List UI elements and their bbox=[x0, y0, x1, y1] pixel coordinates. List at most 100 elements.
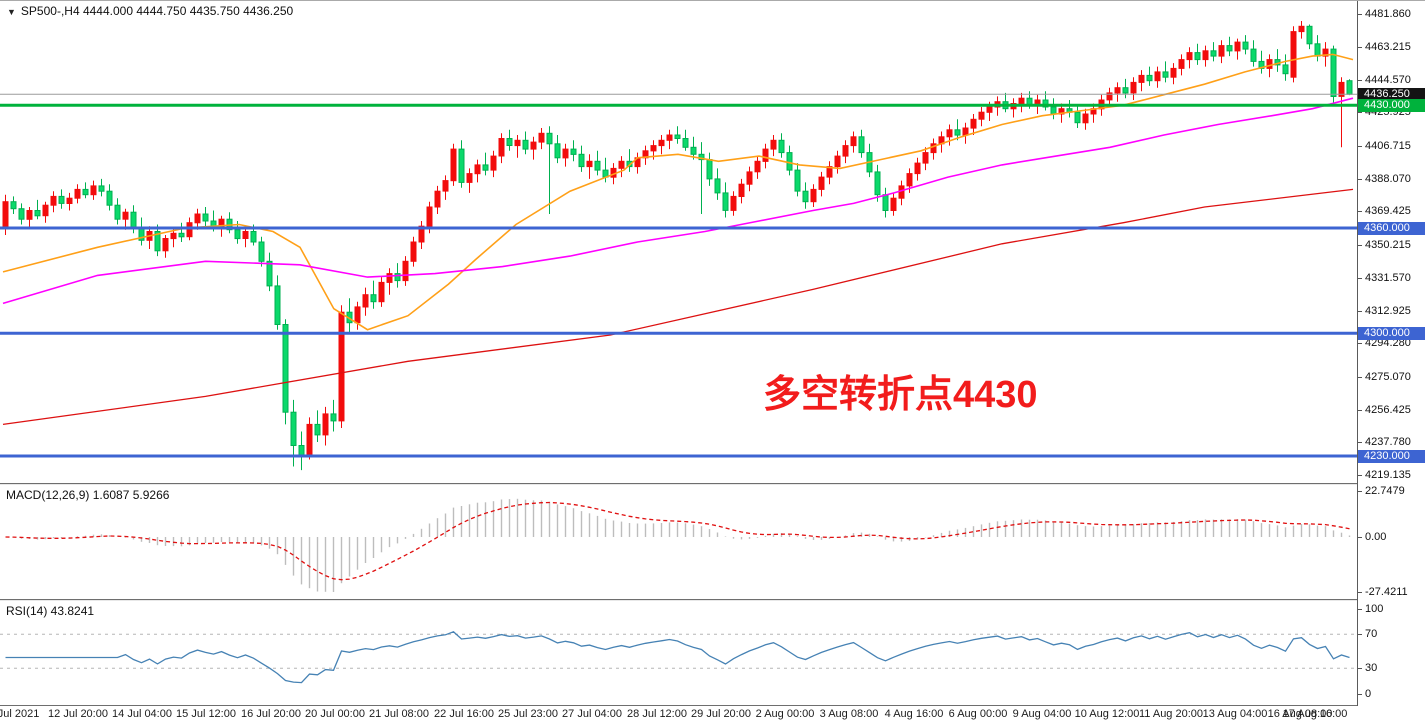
price-axis[interactable]: 4481.860 4463.215 4444.570 4425.925 4406.715… bbox=[1357, 1, 1425, 706]
candle-body bbox=[1330, 48, 1337, 97]
candle-body bbox=[34, 210, 41, 217]
candle-body bbox=[1162, 71, 1169, 78]
candle-body bbox=[1202, 50, 1209, 61]
candle-body bbox=[66, 197, 73, 204]
candle-body bbox=[922, 152, 929, 164]
rsi-tick-label: 70 bbox=[1365, 628, 1378, 640]
main-chart-pane[interactable]: ▼ SP500-,H4 4444.000 4444.750 4435.750 44… bbox=[0, 1, 1357, 483]
candle-body bbox=[42, 204, 49, 217]
price-badge: 4436.250 bbox=[1358, 88, 1425, 101]
price-axis-tick bbox=[1358, 211, 1362, 212]
price-tick-label: 4219.135 bbox=[1365, 469, 1411, 481]
candle-body bbox=[122, 211, 129, 220]
candle-body bbox=[1282, 64, 1289, 75]
candle-body bbox=[858, 136, 865, 154]
candle-body bbox=[538, 132, 545, 143]
candle-body bbox=[1178, 59, 1185, 69]
macd-tick-label: -27.4211 bbox=[1365, 586, 1408, 598]
ma-slow-red bbox=[2, 188, 1354, 426]
price-tick-label: 4294.280 bbox=[1365, 337, 1411, 349]
macd-axis-tick bbox=[1358, 537, 1362, 538]
price-axis-tick bbox=[1358, 179, 1362, 180]
time-axis-label: 12 Jul 20:00 bbox=[48, 708, 108, 720]
candle-body bbox=[1218, 45, 1225, 57]
price-tick-label: 4312.925 bbox=[1365, 305, 1411, 317]
candle-body bbox=[706, 159, 713, 180]
candle-body bbox=[1170, 67, 1177, 78]
candle-body bbox=[170, 232, 177, 240]
candle-body bbox=[58, 195, 65, 204]
price-axis-tick bbox=[1358, 278, 1362, 279]
macd-canvas[interactable] bbox=[0, 485, 1357, 599]
macd-tick-label: 0.00 bbox=[1365, 531, 1387, 543]
candle-body bbox=[1146, 74, 1153, 82]
candle-body bbox=[530, 141, 537, 150]
time-axis-label: 14 Jul 04:00 bbox=[112, 708, 172, 720]
candle-body bbox=[1074, 111, 1081, 124]
candle-body bbox=[906, 173, 913, 187]
candle-body bbox=[490, 155, 497, 171]
price-badge: 4360.000 bbox=[1358, 222, 1425, 235]
rsi-pane[interactable]: RSI(14) 43.8241 bbox=[0, 601, 1357, 705]
candle-body bbox=[658, 139, 665, 147]
time-axis-label: 21 Jul 08:00 bbox=[369, 708, 429, 720]
candle-body bbox=[130, 211, 137, 229]
candle-body bbox=[850, 136, 857, 147]
candle-body bbox=[274, 285, 281, 325]
candle-body bbox=[1122, 87, 1129, 94]
candle-body bbox=[114, 204, 121, 220]
candle-body bbox=[970, 118, 977, 129]
candle-body bbox=[1290, 31, 1297, 78]
candle-body bbox=[106, 190, 113, 206]
time-axis-label: 2 Aug 00:00 bbox=[755, 708, 815, 720]
price-tick-label: 4369.425 bbox=[1365, 205, 1411, 217]
candle-body bbox=[1242, 41, 1249, 50]
candle-body bbox=[874, 171, 881, 196]
candle-body bbox=[202, 213, 209, 222]
candle-body bbox=[338, 311, 345, 422]
macd-axis-tick bbox=[1358, 491, 1362, 492]
candle-body bbox=[586, 160, 593, 168]
price-axis-tick bbox=[1358, 14, 1362, 15]
price-tick-label: 4256.425 bbox=[1365, 404, 1411, 416]
time-axis-label: 11 Aug 20:00 bbox=[1138, 708, 1204, 720]
candle-body bbox=[506, 138, 513, 146]
candle-body bbox=[1114, 87, 1121, 94]
pane-separator[interactable] bbox=[0, 483, 1425, 485]
candle-body bbox=[930, 143, 937, 154]
candle-body bbox=[690, 146, 697, 155]
candle-body bbox=[10, 201, 17, 210]
candle-body bbox=[1194, 52, 1201, 61]
price-badge: 4230.000 bbox=[1358, 450, 1425, 463]
candle-body bbox=[754, 160, 761, 173]
rsi-canvas[interactable] bbox=[0, 601, 1357, 705]
candle-body bbox=[570, 148, 577, 155]
price-axis-tick bbox=[1358, 410, 1362, 411]
candle-body bbox=[698, 153, 705, 161]
candle-body bbox=[234, 229, 241, 240]
pane-separator[interactable] bbox=[0, 599, 1425, 601]
candle-body bbox=[1186, 52, 1193, 61]
candle-body bbox=[418, 225, 425, 243]
candle-body bbox=[194, 213, 201, 224]
candle-body bbox=[1298, 25, 1305, 33]
candle-body bbox=[594, 160, 601, 171]
candle-body bbox=[738, 183, 745, 197]
candle-body bbox=[954, 129, 961, 136]
macd-pane[interactable]: MACD(12,26,9) 1.6087 5.9266 bbox=[0, 485, 1357, 599]
candlestick-canvas[interactable] bbox=[0, 1, 1357, 483]
candle-body bbox=[914, 162, 921, 175]
candle-body bbox=[90, 185, 97, 196]
price-axis-tick bbox=[1358, 112, 1362, 113]
candle-body bbox=[882, 194, 889, 211]
price-axis-tick bbox=[1358, 80, 1362, 81]
candle-body bbox=[722, 192, 729, 211]
macd-tick-label: 22.7479 bbox=[1365, 485, 1405, 497]
rsi-tick-label: 30 bbox=[1365, 662, 1378, 674]
rsi-tick-label: 100 bbox=[1365, 603, 1384, 615]
candle-body bbox=[778, 139, 785, 154]
time-axis[interactable]: 9 Jul 2021 12 Jul 20:00 14 Jul 04:00 15 Jul… bbox=[0, 706, 1425, 724]
symbol-dropdown-icon[interactable]: ▼ bbox=[7, 7, 16, 17]
candle-body bbox=[1138, 74, 1145, 83]
candle-body bbox=[314, 423, 321, 436]
